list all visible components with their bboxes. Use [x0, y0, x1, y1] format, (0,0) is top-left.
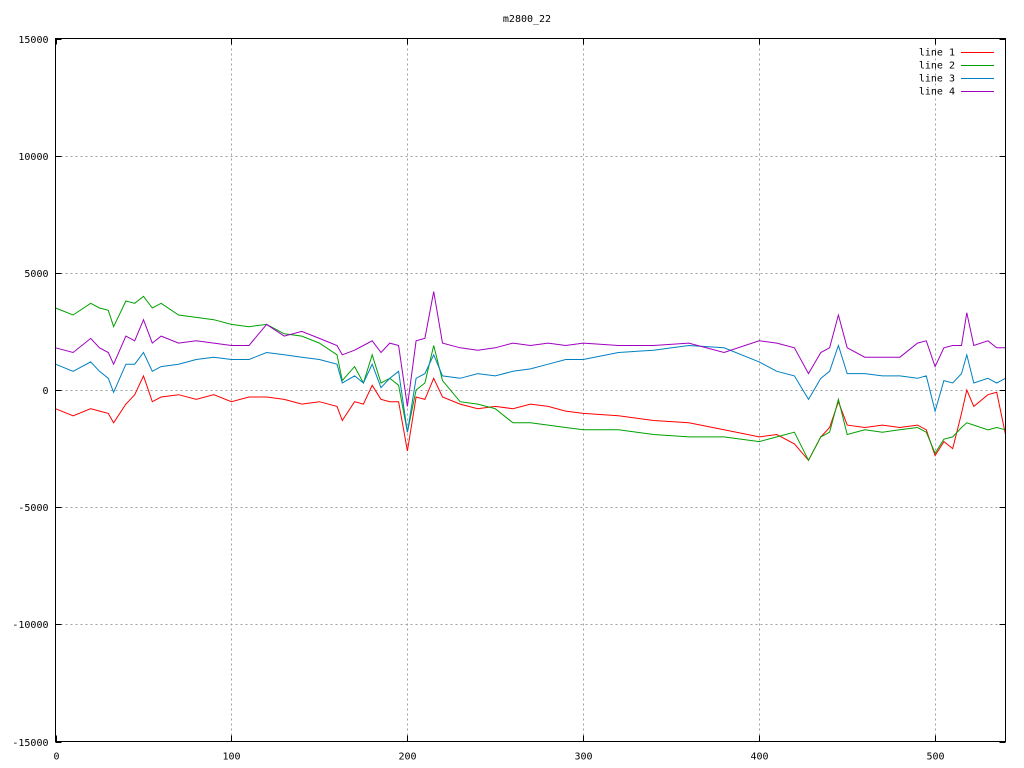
- x-tick-label: 200: [398, 752, 416, 763]
- axis-ticks: -15000 -10000 -5000 0 5000 10000 15000 0 100 200 3…: [12, 35, 1006, 763]
- y-tick-label: -15000: [12, 738, 48, 749]
- legend-label-2: line 2: [919, 61, 955, 72]
- x-tick-label: 0: [53, 752, 59, 763]
- series-line-1: [55, 374, 1006, 462]
- grid: [55, 38, 1006, 742]
- y-tick-label: 10000: [18, 152, 48, 163]
- x-tick-label: 500: [926, 752, 944, 763]
- legend-label-4: line 4: [919, 87, 955, 98]
- y-tick-label: -10000: [12, 620, 48, 631]
- x-tick-label: 100: [222, 752, 240, 763]
- series-line-2: [55, 295, 1006, 462]
- y-tick-label: 5000: [24, 269, 48, 280]
- y-tick-label: -5000: [18, 503, 48, 514]
- legend-label-1: line 1: [919, 48, 955, 59]
- chart-title: m2800_22: [503, 14, 551, 25]
- x-tick-label: 300: [574, 752, 592, 763]
- legend: line 1 line 2 line 3 line 4: [919, 48, 994, 98]
- series-line-3: [55, 343, 1006, 433]
- x-tick-label: 400: [750, 752, 768, 763]
- series-lines: [55, 291, 1006, 462]
- plot-frame: [55, 38, 1006, 742]
- y-tick-label: 0: [42, 386, 48, 397]
- legend-label-3: line 3: [919, 74, 955, 85]
- series-line-4: [55, 291, 1006, 407]
- y-tick-label: 15000: [18, 35, 48, 46]
